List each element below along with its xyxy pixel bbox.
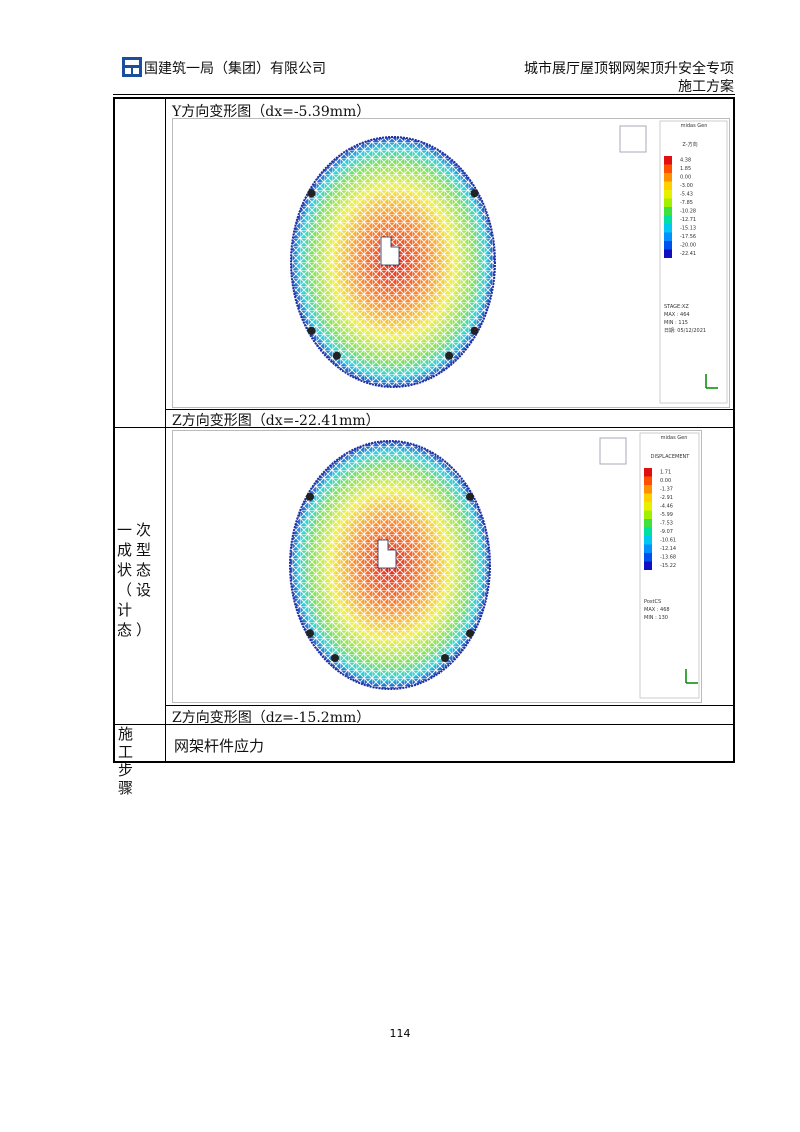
logo (122, 57, 142, 77)
legend-value: -7.53 (660, 521, 673, 527)
info-line: MAX : 468 (644, 607, 670, 613)
legend-swatch (664, 164, 672, 173)
support (307, 189, 316, 198)
legend-swatch (664, 207, 672, 216)
support (470, 326, 479, 335)
legend-swatch (664, 181, 672, 190)
legend-swatch (644, 544, 652, 553)
legend-value: -5.43 (680, 192, 693, 198)
legend-value: -5.99 (660, 512, 673, 518)
legend-swatch (644, 476, 652, 485)
software: midas Gen (661, 435, 688, 441)
cell (165, 427, 735, 725)
info-line: MIN : 130 (644, 615, 668, 621)
legend-value: -1.37 (660, 487, 673, 493)
figure: midas Gen Z-方向 4.38 1.85 0.00 -3.00 -5.43 -7.85… (172, 118, 730, 408)
support (306, 629, 314, 638)
legend-swatch (664, 249, 672, 258)
page-number: 114 (389, 1027, 411, 1040)
support (331, 654, 339, 662)
doc-title: 城市展厅屋顶钢网架顶升安全专项 (524, 61, 734, 77)
view-icon (599, 437, 627, 465)
legend-value: -15.13 (680, 226, 696, 232)
legend-value: -2.91 (660, 495, 673, 501)
support (445, 351, 454, 360)
support (306, 492, 314, 501)
legend-swatch (664, 215, 672, 224)
legend-title: Z-方向 (682, 141, 697, 148)
legend-value: -15.22 (660, 563, 676, 569)
company-name: 国建筑一局（集团）有限公司 (144, 61, 326, 77)
figure: midas Gen DISPLACEMENT 1.71 0.00 -1.37 -2.91 -… (172, 430, 702, 703)
legend-swatch (644, 561, 652, 570)
outline (289, 440, 491, 690)
support (470, 189, 479, 198)
support (466, 492, 474, 501)
legend-swatch (644, 510, 652, 519)
info-line: PostCS (644, 599, 661, 605)
row-label: 施工步骤 (118, 725, 146, 797)
legend-value: -10.28 (680, 209, 696, 215)
support (307, 326, 316, 335)
legend-swatch (664, 173, 672, 182)
legend-swatch (664, 232, 672, 241)
legend-value: -20.00 (680, 243, 696, 249)
support (332, 351, 341, 360)
doc-title-2: 施工方案 (678, 79, 734, 95)
legend-value: -4.46 (660, 504, 673, 510)
support (441, 654, 449, 662)
legend-swatch (644, 527, 652, 536)
legend-swatch (644, 493, 652, 502)
axis-icon (705, 374, 718, 389)
caption: Y方向变形图（dx=-5.39mm） (172, 104, 371, 120)
legend-value: -17.56 (680, 234, 696, 240)
cell (113, 97, 166, 428)
legend-swatch (664, 241, 672, 250)
legend-value: -12.71 (680, 217, 696, 223)
legend-swatch (644, 468, 652, 477)
caption: Z方向变形图（dz=-15.2mm） (172, 710, 371, 726)
legend-value: -7.85 (680, 200, 693, 206)
rule (165, 409, 735, 410)
legend-value: 4.38 (680, 158, 691, 164)
legend-swatch (644, 485, 652, 494)
view-icon (619, 125, 647, 153)
info-line: MAX : 464 (664, 312, 690, 318)
row-label: 一次成型状态（设计态） (117, 521, 156, 639)
legend-value: 1.71 (660, 470, 671, 476)
legend-value: 0.00 (660, 478, 671, 484)
legend-swatch (664, 156, 672, 165)
header-rule (113, 94, 735, 95)
legend-swatch (644, 553, 652, 562)
legend-value: 0.00 (680, 175, 691, 181)
rule (165, 705, 735, 706)
opening (380, 236, 400, 266)
caption: Z方向变形图（dx=-22.41mm） (172, 413, 380, 429)
info-line: MIN : 115 (664, 320, 688, 326)
info-line: STAGE:XZ (664, 304, 689, 310)
cell-text: 网架杆件应力 (174, 737, 265, 755)
opening (377, 539, 397, 569)
legend-swatch (644, 502, 652, 511)
legend-swatch (644, 536, 652, 545)
legend-swatch (664, 198, 672, 207)
software: midas Gen (681, 123, 708, 129)
legend-value: -9.07 (660, 529, 673, 535)
legend-swatch (644, 519, 652, 528)
outline (290, 136, 496, 388)
info-line: 日期: 05/12/2021 (664, 328, 706, 334)
legend-swatch (664, 190, 672, 199)
legend-value: -10.61 (660, 538, 676, 544)
legend-value: 1.85 (680, 166, 691, 172)
legend-value: -22.41 (680, 251, 696, 257)
support (466, 629, 474, 638)
legend-value: -13.68 (660, 555, 676, 561)
legend-swatch (664, 224, 672, 233)
legend-value: -3.00 (680, 183, 693, 189)
cell (113, 724, 166, 763)
axis-icon (685, 669, 698, 684)
legend-title: DISPLACEMENT (651, 454, 691, 460)
legend-value: -12.14 (660, 546, 676, 552)
